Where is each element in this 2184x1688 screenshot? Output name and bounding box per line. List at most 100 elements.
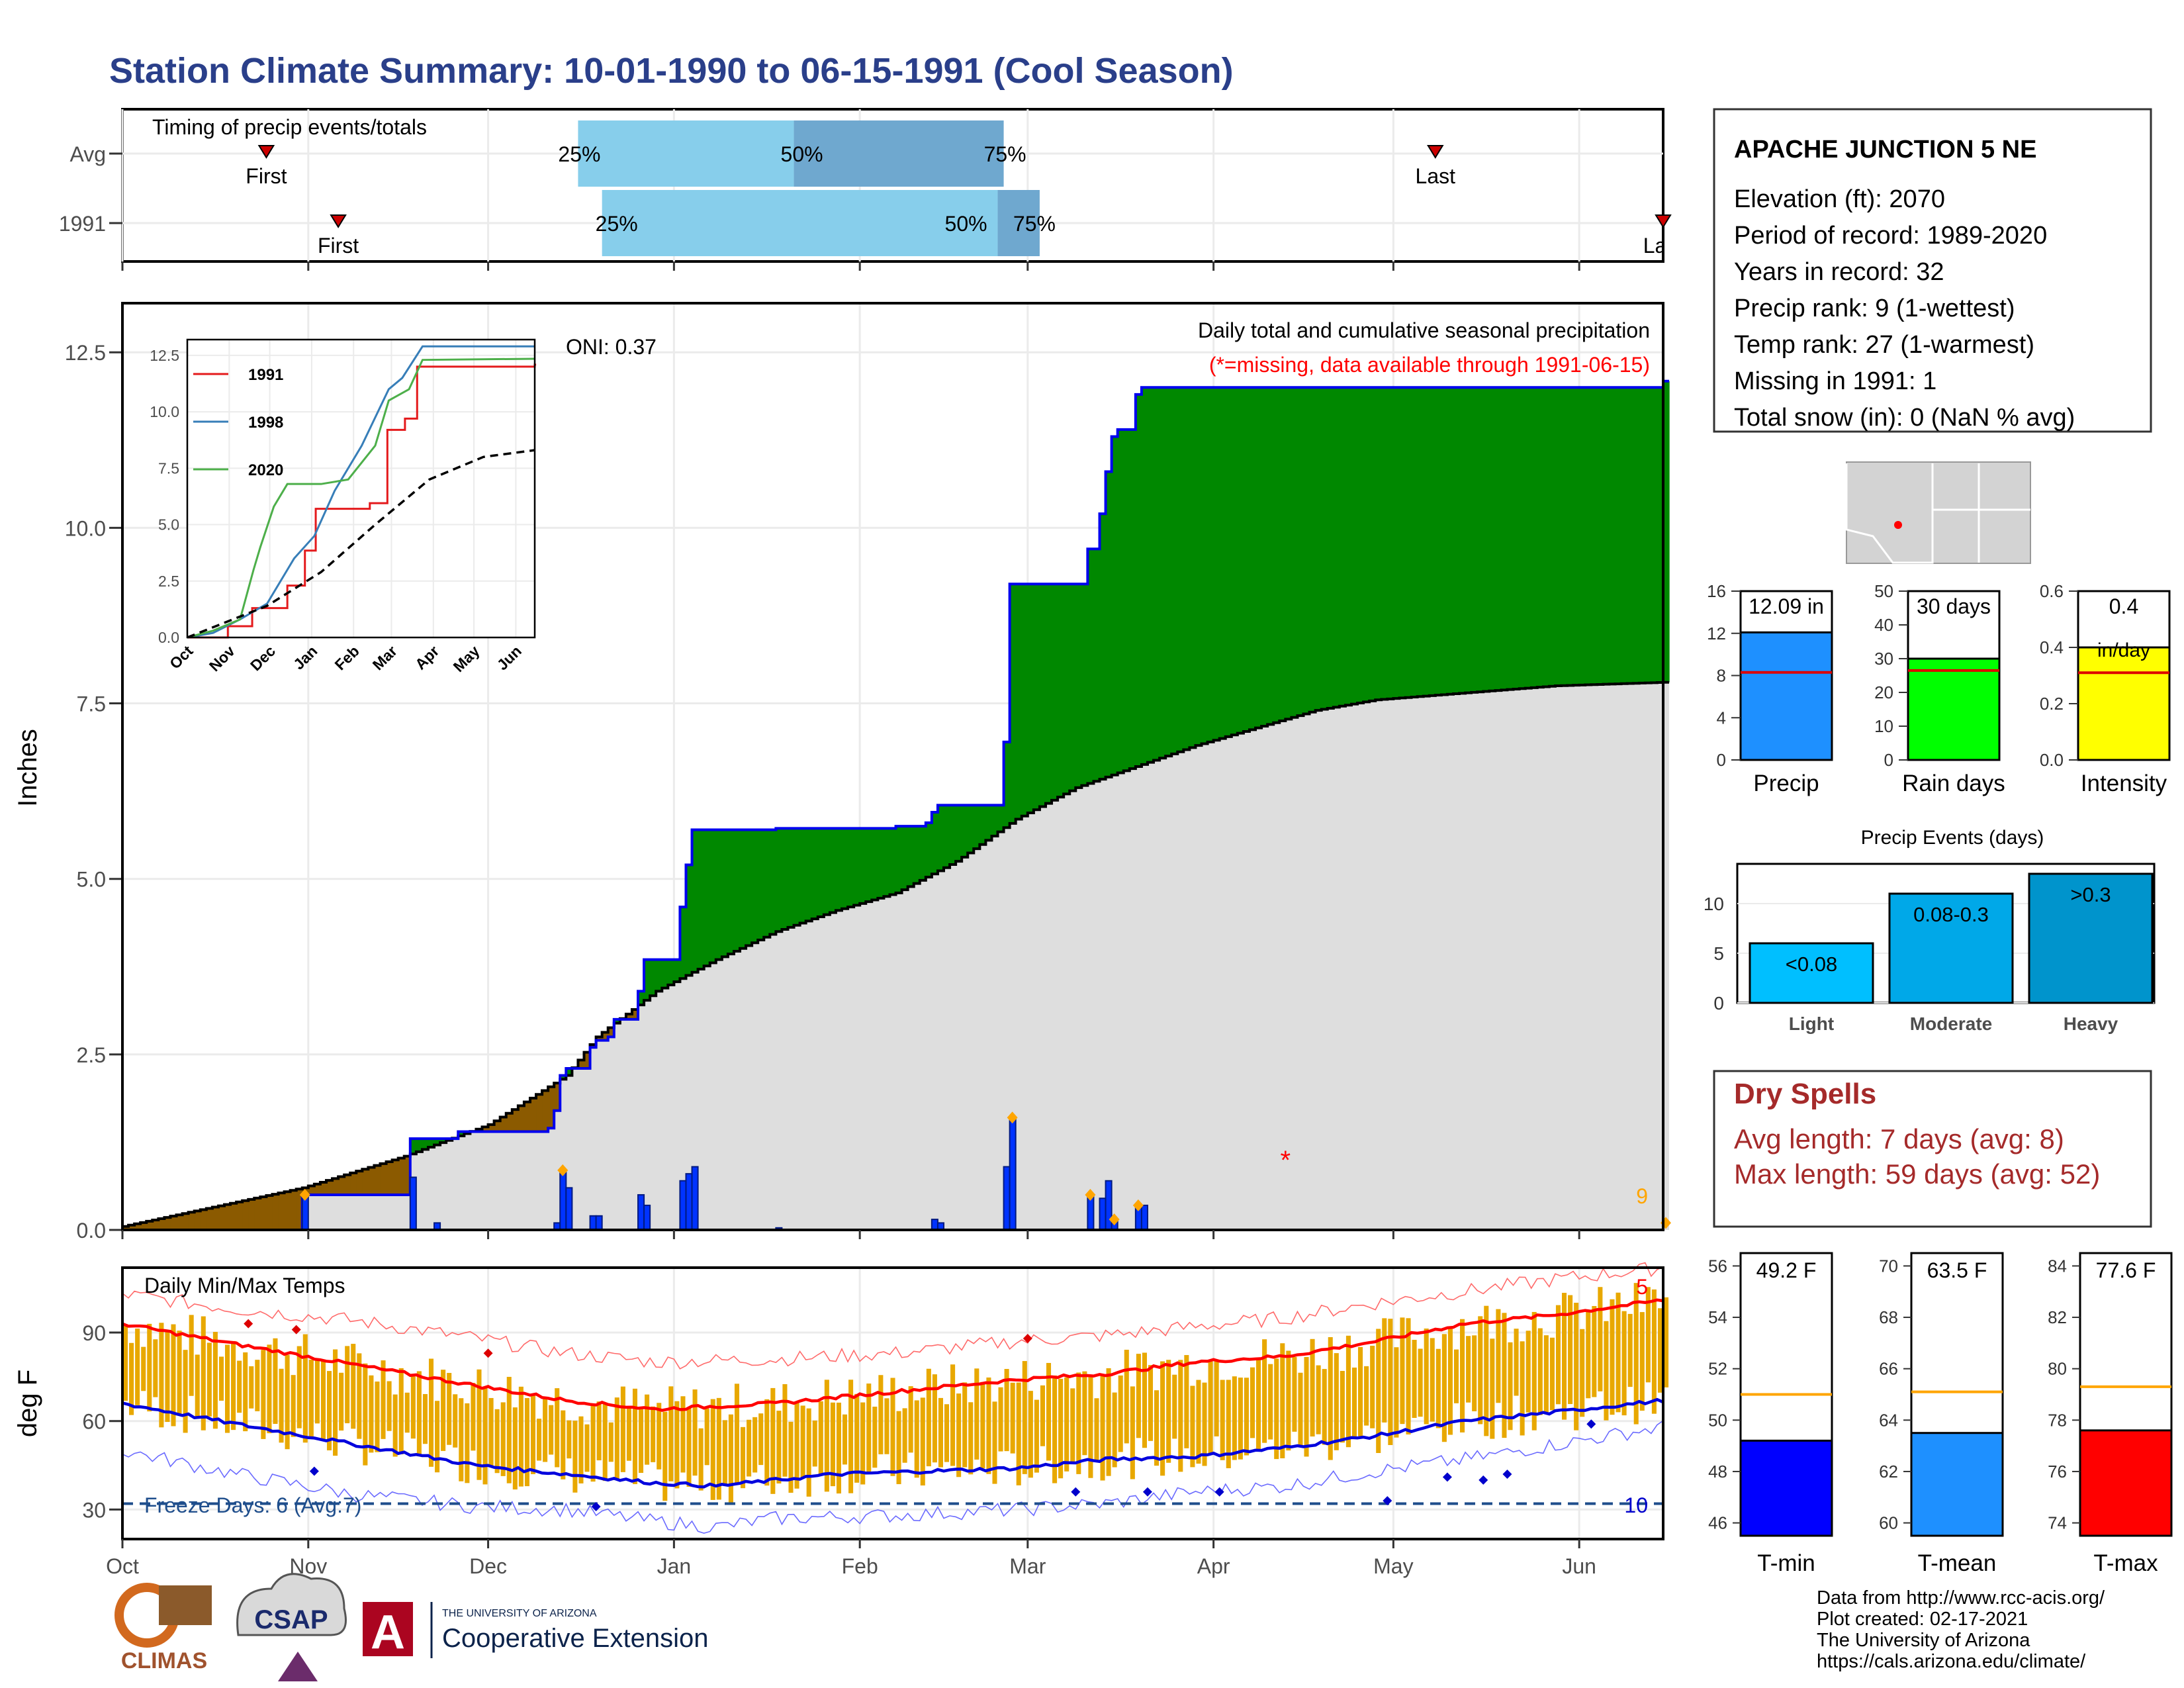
raindays-bar [1907,657,2001,761]
daily-temp-range-bar [1310,1338,1315,1437]
wet-area-segment [662,959,668,988]
daily-temp-range-bar [459,1398,464,1481]
daily-temp-range-bar [1412,1340,1417,1418]
wet-area-segment [1615,387,1622,684]
daily-temp-range-bar [944,1404,950,1462]
wet-area-segment [1663,381,1670,682]
daily-temp-range-bar [1022,1361,1027,1474]
wet-area-segment [1069,584,1076,791]
record-low-marker [1142,1487,1152,1497]
daily-temp-range-bar [1040,1385,1045,1446]
freeze-days-label: Freeze Days: 6 (Avg:7) [144,1493,361,1517]
credit-line: https://cals.arizona.edu/climate/ [1817,1651,2086,1672]
wet-area-segment [1537,387,1544,688]
summary-ytick-label: 20 [1874,682,1893,702]
daily-temp-range-bar [614,1397,619,1479]
wet-area-segment [1357,387,1364,704]
daily-temp-range-bar [141,1346,146,1391]
daily-temp-range-bar [1580,1329,1585,1417]
station-box [1713,108,2152,433]
daily-temp-range-bar [818,1401,823,1474]
wet-area-segment [1297,387,1304,716]
wet-area-segment [727,829,735,955]
dry-area-segment [482,1127,489,1132]
tsum-value-label: 77.6 F [2096,1258,2156,1282]
daily-temp-range-bar [1148,1365,1154,1441]
inset-legend-label: 1991 [248,366,283,384]
daily-temp-range-bar [1525,1331,1531,1413]
wet-area-segment [1471,387,1478,692]
daily-temp-range-bar [956,1393,962,1477]
ua-logo-bottom: Cooperative Extension [442,1624,708,1653]
wet-area-segment [1081,584,1088,786]
wet-area-segment [997,805,1005,832]
events-ytick-label: 10 [1704,894,1724,914]
wet-area-segment [1573,387,1580,686]
daily-temp-range-bar [1460,1319,1465,1432]
daily-temp-range-bar [758,1413,764,1466]
wet-area-segment [1315,387,1322,711]
wet-area-segment [1417,387,1424,697]
daily-temp-range-bar [357,1353,362,1439]
wet-area-segment [1339,387,1346,706]
wet-area-segment [1147,387,1154,763]
daily-temp-range-bar [1520,1341,1525,1436]
tsum-ytick-label: 56 [1708,1256,1727,1276]
dry-area-segment [404,1156,411,1195]
daily-temp-range-bar [129,1342,134,1415]
wet-area-segment [1201,387,1208,744]
record-low-marker [1479,1475,1488,1485]
locator-map [1846,461,2031,564]
record-marker [1085,1188,1096,1201]
missing-day-marker: * [1281,1146,1291,1175]
wet-area-segment [1363,387,1370,702]
dry-area-segment [248,1199,255,1230]
wet-area-segment [1141,387,1148,765]
precip-ytick-label: 10.0 [65,516,106,540]
wet-area-segment [1039,584,1046,807]
dry-area-segment [386,1162,393,1195]
daily-temp-range-bar [1100,1376,1105,1481]
normal-cumulative-area [122,682,1670,1230]
daily-temp-range-bar [1664,1297,1669,1387]
wet-area-segment [1117,429,1124,773]
wet-area-segment [1507,387,1514,690]
tsum-ytick-label: 62 [1879,1462,1898,1481]
tsum-ytick-label: 46 [1708,1513,1727,1533]
events-xtick-label: Moderate [1910,1013,1992,1034]
dry-area-segment [188,1212,195,1230]
timing-q25-q50-bar [602,190,998,256]
wet-area-segment [428,1139,435,1147]
daily-temp-range-bar [1340,1370,1345,1443]
last-event-marker [1655,214,1672,228]
daily-temp-range-bar [686,1407,692,1487]
daily-temp-range-bar [974,1368,979,1460]
daily-temp-range-bar [339,1372,344,1431]
daily-temp-range-bar [1633,1283,1639,1425]
wet-area-segment [901,826,909,890]
tsum-ytick-label: 60 [1879,1513,1898,1533]
precip-ytick-label: 2.5 [77,1043,106,1067]
summary-ytick-label: 0.4 [2040,637,2064,657]
wet-area-segment [1495,387,1502,691]
wet-area-segment [1453,387,1460,694]
daily-temp-range-bar [488,1397,494,1468]
tsum-ytick-label: 66 [1879,1359,1898,1379]
record-low-marker [1071,1487,1081,1497]
daily-temp-range-bar [1046,1362,1052,1461]
daily-temp-range-bar [788,1421,794,1493]
daily-temp-range-bar [668,1386,674,1481]
dry-area-segment [625,1013,633,1019]
precip-axis-label: Precip [1753,771,1819,796]
daily-precip-bar [1003,1166,1011,1231]
wet-area-segment [1513,387,1520,689]
wet-area-segment [458,1131,465,1136]
dry-area-segment [140,1222,147,1230]
daily-temp-range-bar [135,1329,140,1405]
daily-temp-range-bar [698,1428,704,1491]
daily-temp-range-bar [626,1408,631,1461]
dry-area-segment [590,1045,597,1048]
events-ytick-label: 5 [1713,943,1724,964]
daily-temp-range-bar [237,1360,242,1413]
